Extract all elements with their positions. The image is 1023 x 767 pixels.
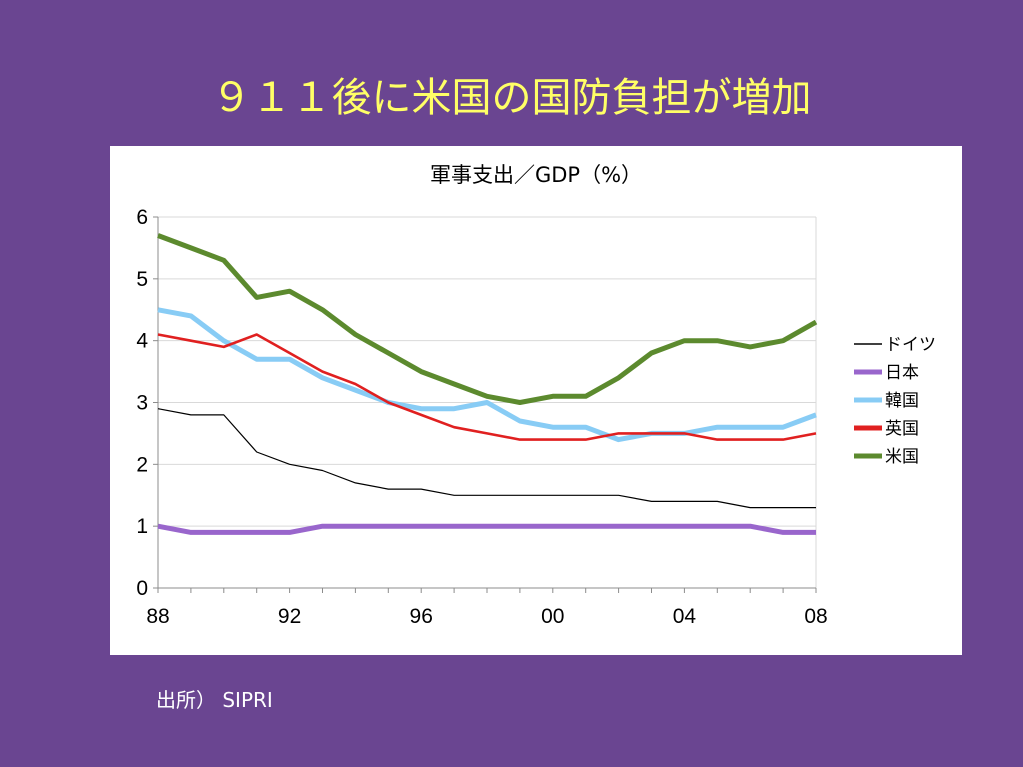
y-tick-label: 1 [136,515,148,538]
series-line-3 [157,333,817,441]
x-tick-label: 96 [410,605,433,628]
y-tick-label: 4 [136,330,148,353]
chart-panel: 0 1 2 3 4 5 6 88 92 96 00 04 08 ドイツ日本韓国英国米国 軍事支出／GDP… [110,146,962,655]
legend-entry: 米国 [885,447,919,467]
y-tick-label: 5 [136,268,148,291]
x-tick-label: 88 [146,605,169,628]
chart-title: 軍事支出／GDP（%） [430,163,642,187]
y-tick-label: 2 [136,453,148,476]
x-tick-label: 00 [541,605,564,628]
axis-layer: 0 1 2 3 4 5 6 88 92 96 00 04 08 [136,206,827,628]
slide-title: ９１１後に米国の国防負担が増加 [211,75,812,121]
series-line-2 [157,307,817,443]
legend-entry: 英国 [885,419,919,439]
legend-entry: 韓国 [885,391,919,411]
x-tick-label: 04 [673,605,697,628]
series-layer [157,233,818,535]
series-line-1 [157,523,816,535]
y-tick-label: 3 [136,392,148,415]
x-tick-label: 92 [278,605,301,628]
y-tick-label: 6 [136,206,148,229]
y-tick-label: 0 [136,577,148,600]
series-line-4 [157,233,818,405]
series-line-0 [157,408,816,509]
legend-entry: 日本 [885,363,919,383]
x-tick-label: 08 [804,605,827,628]
legend-entry: ドイツ [885,335,936,355]
source-note: 出所） SIPRI [156,688,273,712]
